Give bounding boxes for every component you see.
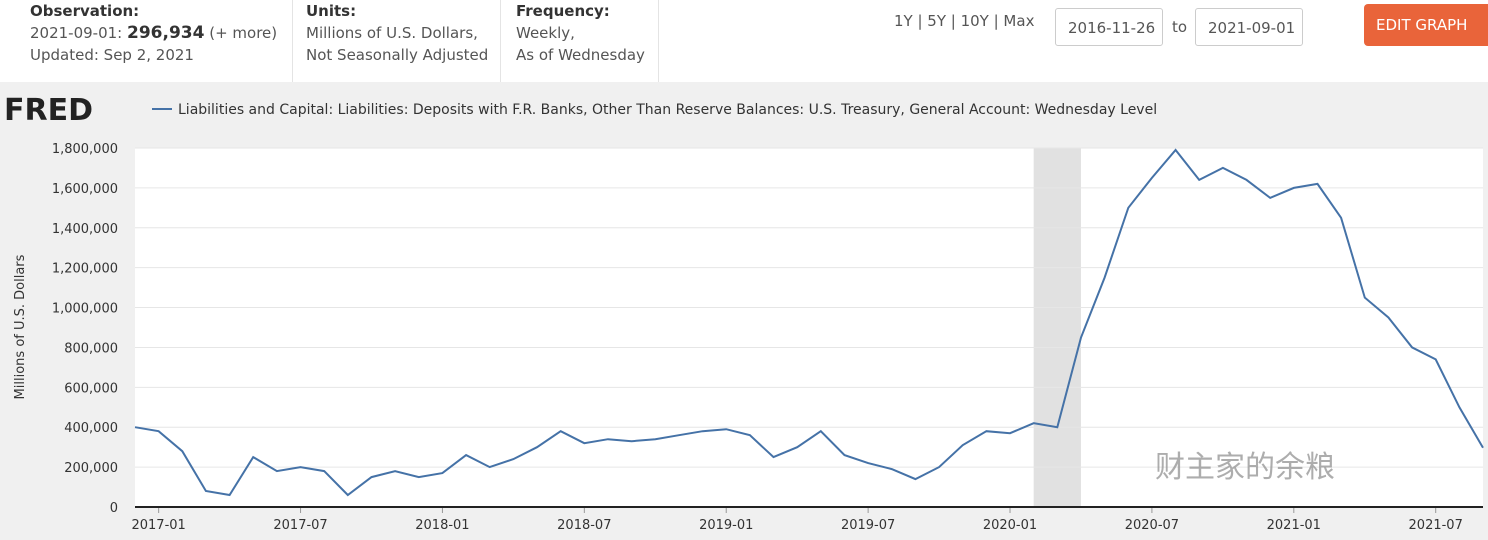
x-tick-label: 2021-01	[1267, 518, 1321, 533]
label: Frequency:	[516, 2, 610, 20]
plot-area	[135, 148, 1483, 507]
text: Millions of U.S. Dollars,	[306, 24, 478, 42]
y-tick-label: 1,000,000	[52, 302, 118, 317]
range-links[interactable]: 1Y | 5Y | 10Y | Max	[894, 12, 1035, 30]
date-from[interactable]: 2016-11-26	[1055, 8, 1163, 46]
logo: FRED	[4, 93, 93, 128]
date: 2021-09-01:	[30, 24, 123, 42]
x-tick-label: 2019-07	[841, 518, 895, 533]
y-tick-label: 1,400,000	[52, 222, 118, 237]
separator	[658, 0, 659, 82]
x-tick-label: 2017-07	[273, 518, 327, 533]
separator	[292, 0, 293, 82]
x-tick-label: 2018-07	[557, 518, 611, 533]
y-tick-label: 0	[110, 501, 118, 516]
to: to	[1172, 18, 1188, 36]
y-tick-label: 600,000	[64, 381, 118, 396]
y-tick-label: 800,000	[64, 341, 118, 356]
watermark: 财主家的余粮	[1155, 450, 1335, 485]
x-tick-label: 2018-01	[415, 518, 469, 533]
date-to[interactable]: 2021-09-01	[1195, 8, 1303, 46]
x-tick-label: 2019-01	[699, 518, 753, 533]
more-link[interactable]: (+ more)	[209, 24, 278, 42]
text: Weekly,	[516, 24, 575, 42]
frequency: Frequency: Weekly, As of Wednesday	[516, 0, 645, 66]
x-tick-label: 2020-01	[983, 518, 1037, 533]
units: Units: Millions of U.S. Dollars, Not Sea…	[306, 0, 488, 66]
series-line	[134, 148, 1484, 497]
chart: FRED Liabilities and Capital: Liabilitie…	[0, 82, 1488, 540]
x-tick-label: 2017-01	[131, 518, 185, 533]
legend-entry: Liabilities and Capital: Liabilities: De…	[178, 102, 1157, 118]
value: 296,934	[127, 23, 205, 43]
label: Units:	[306, 2, 357, 20]
y-tick-label: 1,200,000	[52, 262, 118, 277]
separator	[500, 0, 501, 82]
edit-graph[interactable]: EDIT GRAPH	[1364, 4, 1488, 46]
label: Observation:	[30, 2, 140, 20]
updated: Updated: Sep 2, 2021	[30, 46, 194, 64]
y-tick-label: 400,000	[64, 421, 118, 436]
y-axis-label: Millions of U.S. Dollars	[13, 254, 28, 399]
observation: Observation: 2021-09-01: 296,934 (+ more…	[30, 0, 277, 66]
recession-shade	[1033, 148, 1081, 507]
y-tick-label: 1,800,000	[52, 142, 118, 157]
x-tick-label: 2020-07	[1125, 518, 1179, 533]
text: As of Wednesday	[516, 46, 645, 64]
text: Not Seasonally Adjusted	[306, 46, 489, 64]
x-tick-label: 2021-07	[1409, 518, 1463, 533]
header: Observation: 2021-09-01: 296,934 (+ more…	[0, 0, 1488, 82]
y-tick-label: 1,600,000	[52, 182, 118, 197]
y-tick-label: 200,000	[64, 461, 118, 476]
